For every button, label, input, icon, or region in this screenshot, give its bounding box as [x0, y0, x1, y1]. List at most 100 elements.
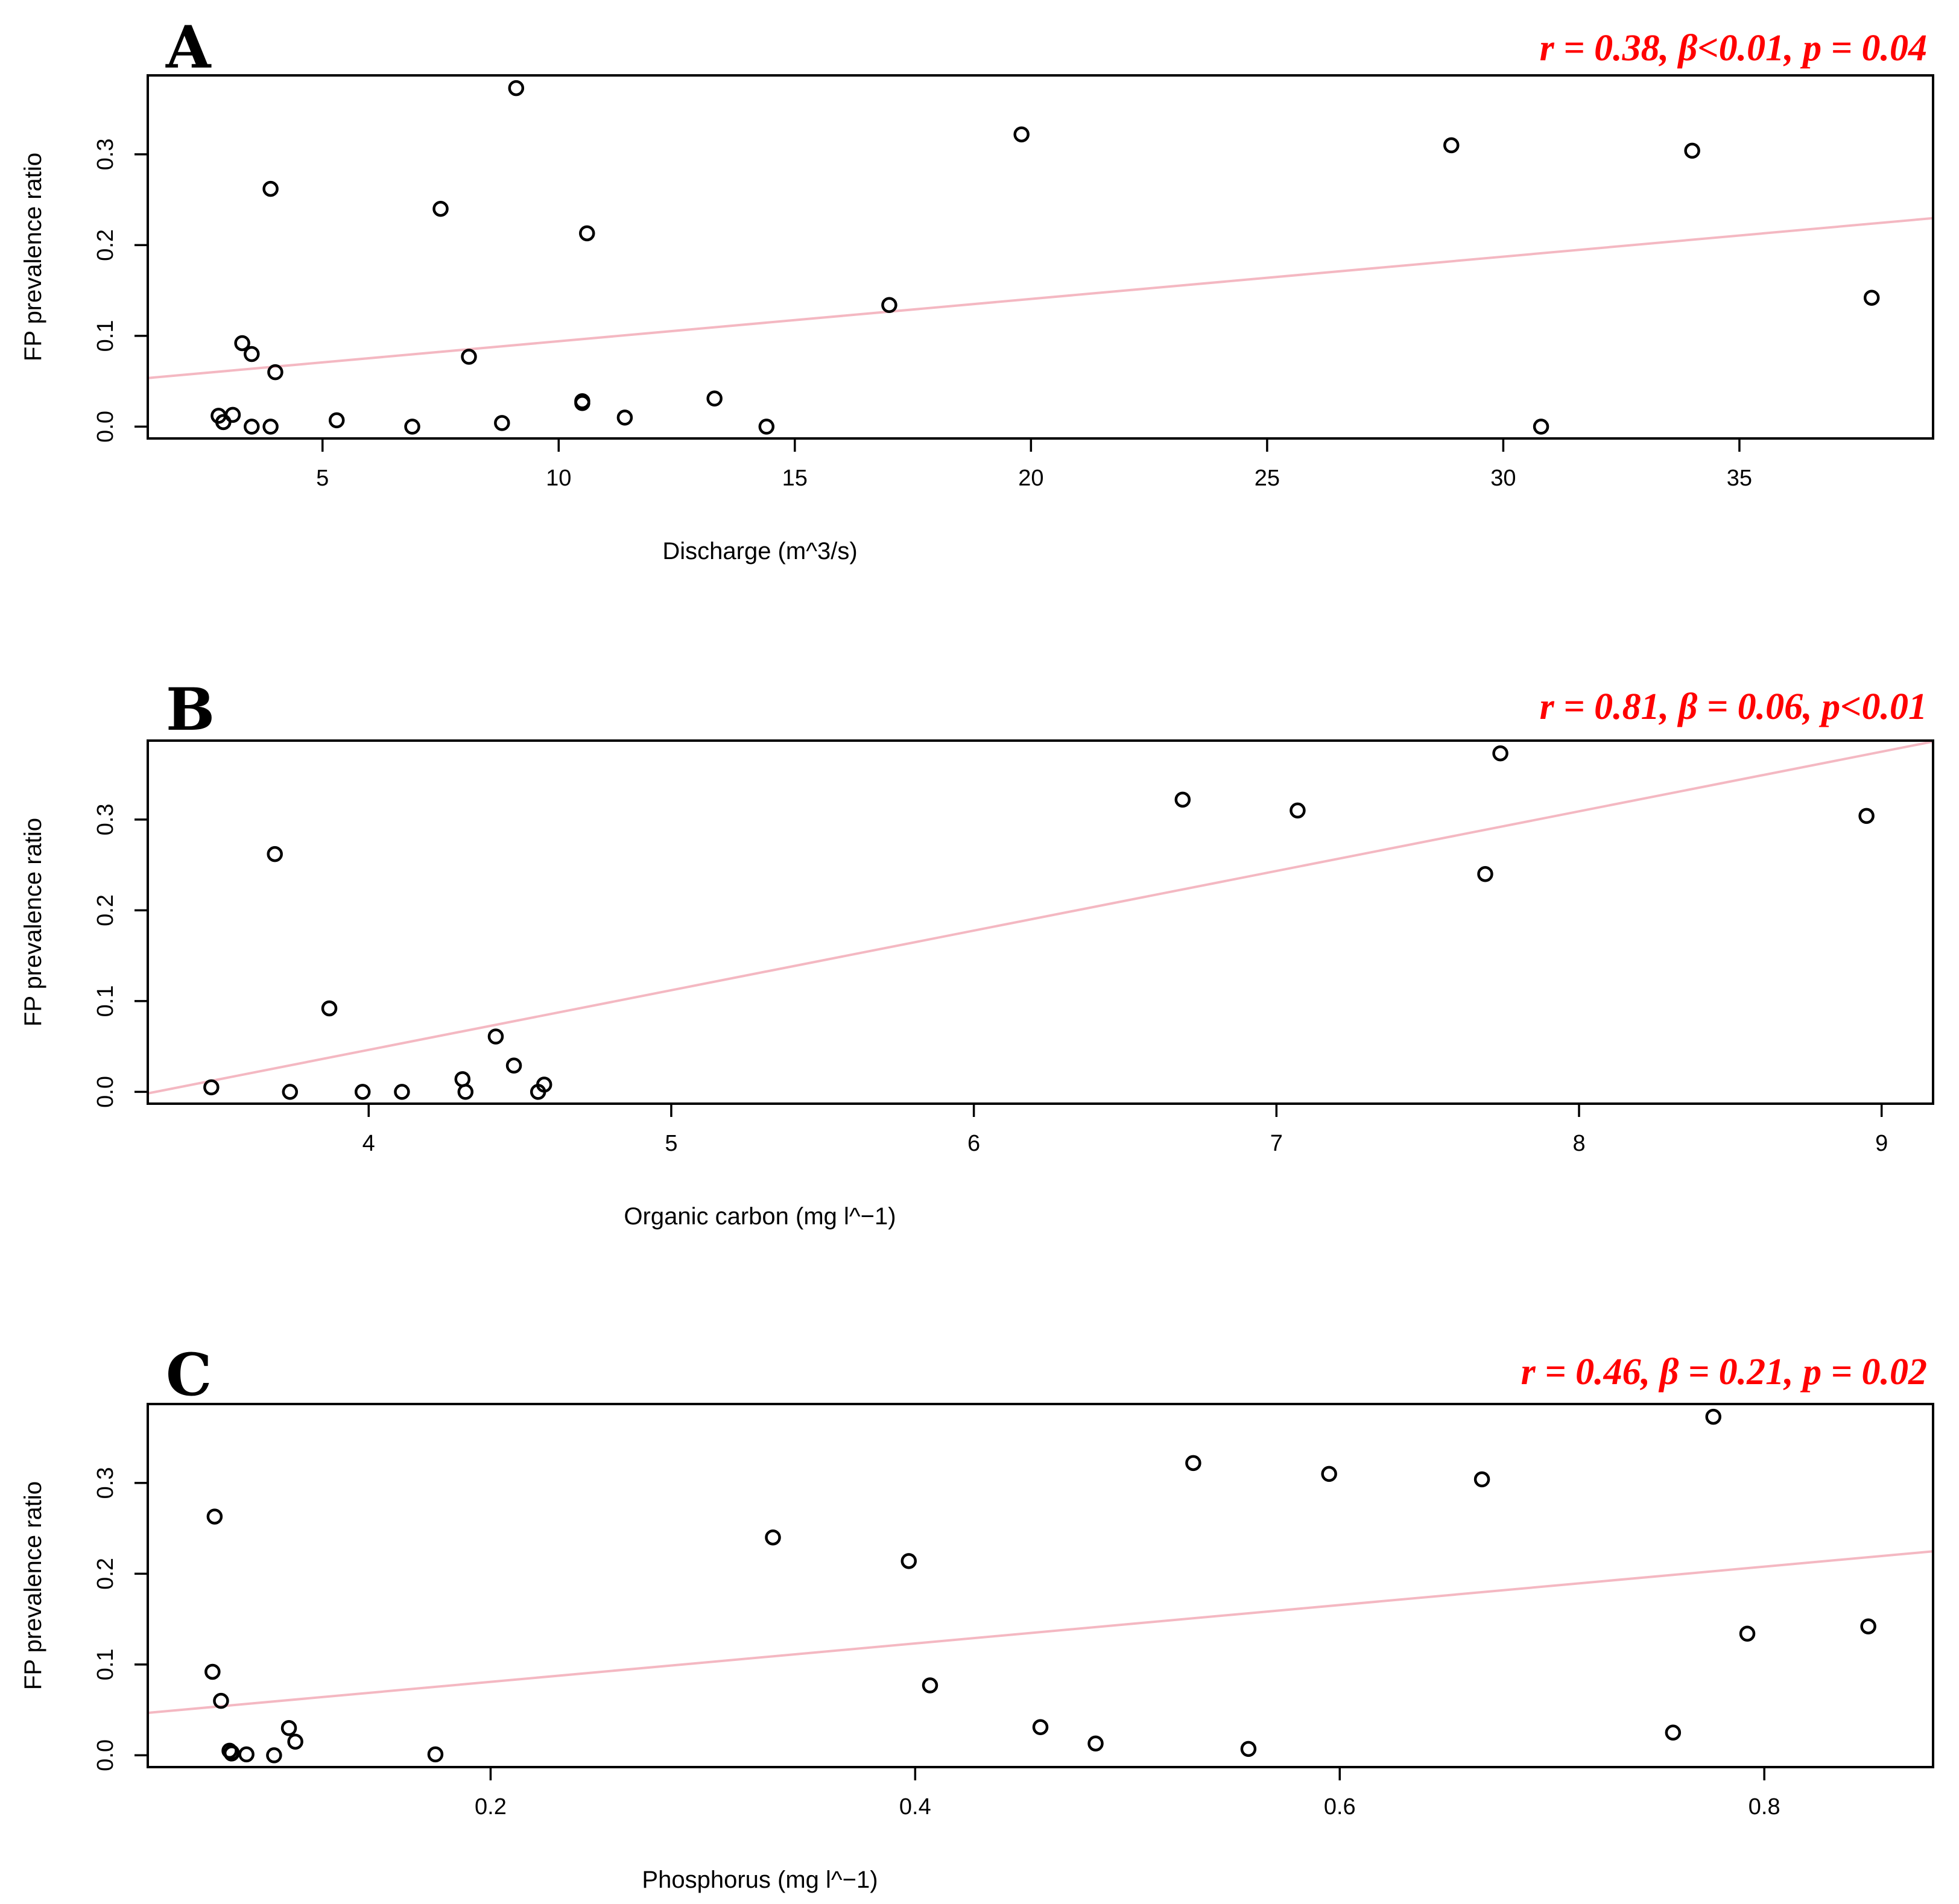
x-axis-title: Phosphorus (mg l^−1) [642, 1867, 878, 1893]
data-point [900, 1553, 917, 1569]
x-tick-label: 0.8 [1749, 1794, 1780, 1820]
y-tick-label: 0.3 [93, 139, 118, 171]
data-point [1174, 791, 1191, 808]
data-point [505, 1057, 522, 1074]
panel-letter: A [165, 13, 212, 81]
x-tick-label: 15 [782, 466, 808, 491]
x-tick-label: 10 [546, 466, 571, 491]
data-point [616, 410, 633, 426]
x-axis-title: Discharge (m^3/s) [662, 538, 857, 565]
y-tick-label: 0.1 [93, 985, 118, 1017]
x-tick-label: 5 [665, 1131, 677, 1156]
y-tick-label: 0.1 [93, 320, 118, 352]
x-tick-label: 30 [1490, 466, 1516, 491]
stats-annotation: r = 0.38, β<0.01, p = 0.04 [1540, 28, 1927, 69]
x-axis-title: Organic carbon (mg l^−1) [624, 1203, 896, 1230]
data-point [454, 1071, 471, 1087]
data-point [262, 419, 279, 435]
data-point [221, 1742, 238, 1759]
data-point [427, 1746, 444, 1763]
y-tick-label: 0.3 [93, 804, 118, 836]
panel-letter: B [166, 675, 215, 744]
x-tick-label: 0.4 [899, 1794, 931, 1820]
data-point [508, 80, 525, 96]
data-point [287, 1733, 303, 1750]
data-point [267, 846, 283, 862]
x-tick-label: 35 [1727, 466, 1752, 491]
data-point [1240, 1741, 1257, 1757]
data-point [1087, 1735, 1104, 1752]
data-point [1185, 1455, 1201, 1472]
x-tick-label: 4 [362, 1131, 375, 1156]
data-point [280, 1720, 297, 1736]
data-point [234, 335, 250, 352]
data-point [1013, 126, 1030, 143]
data-point [354, 1084, 371, 1100]
data-point [328, 412, 345, 429]
data-point [579, 225, 595, 242]
data-point [213, 1692, 229, 1709]
data-point [204, 1663, 221, 1680]
data-point [1705, 1408, 1721, 1425]
data-point [1321, 1466, 1337, 1482]
x-tick-label: 9 [1875, 1131, 1888, 1156]
y-tick-label: 0.2 [93, 229, 118, 261]
plot-frame [147, 739, 1934, 1105]
data-point [1492, 745, 1508, 762]
data-point [1477, 865, 1493, 882]
data-point [282, 1084, 299, 1100]
plot-frame [147, 1403, 1934, 1768]
data-point [574, 395, 590, 411]
regression-line [148, 217, 1933, 379]
data-point [494, 415, 510, 431]
data-point [1739, 1625, 1756, 1642]
x-tick-label: 0.6 [1324, 1794, 1356, 1820]
x-tick-label: 5 [316, 466, 329, 491]
data-point [765, 1529, 781, 1546]
regression-line [148, 741, 1933, 1095]
y-axis-title: FP prevalence ratio [20, 1481, 46, 1690]
y-axis-title: FP prevalence ratio [20, 153, 46, 361]
x-tick-label: 0.2 [475, 1794, 507, 1820]
data-point [1860, 1618, 1876, 1634]
data-point [461, 349, 477, 365]
data-point [1684, 142, 1700, 159]
y-tick-label: 0.0 [93, 1739, 118, 1771]
x-tick-label: 25 [1255, 466, 1280, 491]
data-point [706, 390, 723, 407]
regression-line [148, 1550, 1933, 1715]
x-tick-label: 6 [967, 1131, 980, 1156]
panel-letter: C [166, 1341, 212, 1409]
y-tick-label: 0.0 [93, 411, 118, 443]
data-point [262, 180, 279, 197]
data-point [1290, 802, 1306, 819]
data-point [536, 1077, 552, 1093]
x-tick-label: 20 [1018, 466, 1043, 491]
data-point [266, 1747, 282, 1763]
data-point [203, 1079, 220, 1096]
data-point [758, 419, 775, 435]
data-point [487, 1028, 504, 1045]
data-point [404, 419, 420, 435]
data-point [1533, 419, 1549, 435]
y-tick-label: 0.3 [93, 1467, 118, 1499]
y-tick-label: 0.2 [93, 894, 118, 926]
y-axis-title: FP prevalence ratio [20, 818, 46, 1026]
data-point [238, 1746, 255, 1763]
data-point [881, 297, 897, 314]
data-point [1858, 808, 1875, 824]
data-point [394, 1084, 410, 1100]
data-point [1863, 289, 1880, 306]
data-point [321, 1000, 338, 1017]
data-point [432, 200, 449, 217]
data-point [922, 1677, 938, 1694]
x-tick-label: 7 [1270, 1131, 1283, 1156]
data-point [244, 419, 260, 435]
y-tick-label: 0.1 [93, 1649, 118, 1681]
data-point [1032, 1719, 1049, 1736]
data-point [223, 1744, 240, 1761]
y-tick-label: 0.0 [93, 1076, 118, 1108]
y-tick-label: 0.2 [93, 1558, 118, 1590]
